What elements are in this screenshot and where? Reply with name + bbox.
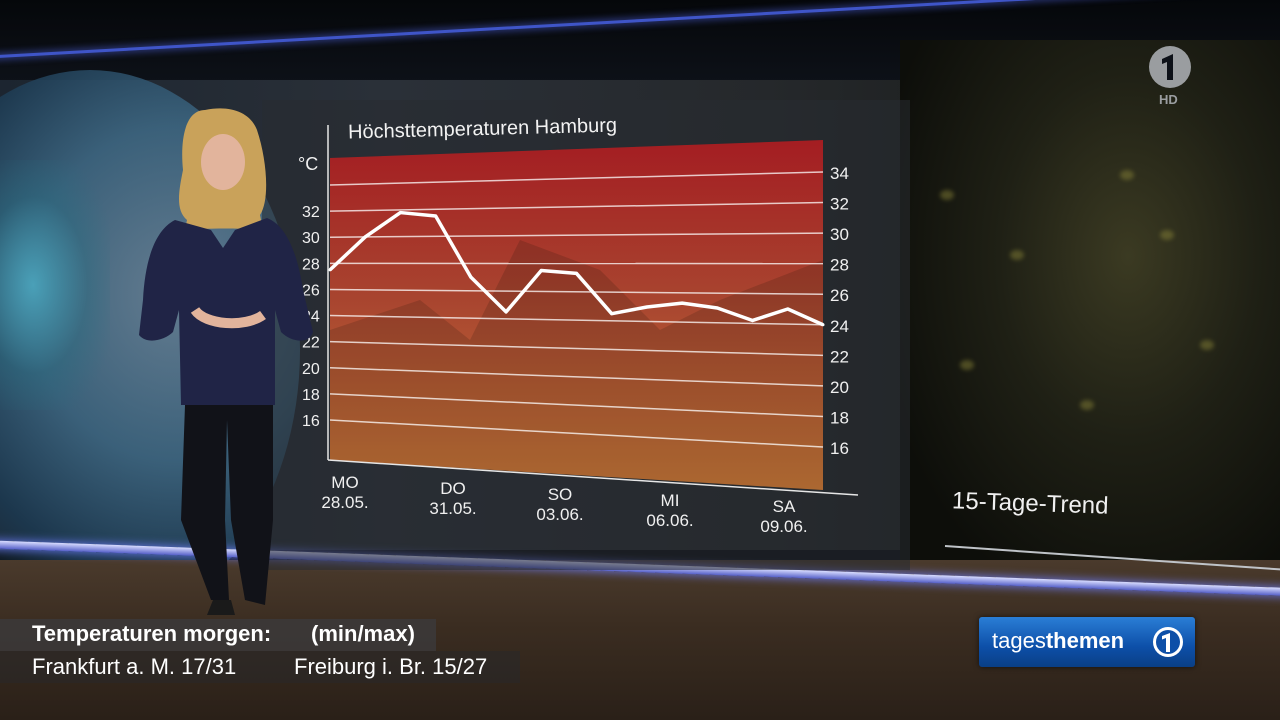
lower-third-values-bar [0,651,520,683]
y-tick-label-right: 24 [830,317,849,336]
x-day-label: DO [440,479,466,498]
y-axis-unit: °C [298,154,319,174]
y-tick-label-right: 26 [830,286,849,305]
data-point [680,301,684,305]
y-tick-label-right: 16 [830,439,849,458]
data-point [328,268,332,272]
x-date-label: 31.05. [429,499,476,518]
x-day-label: SA [773,497,796,516]
x-date-label: 06.06. [646,511,693,530]
y-tick-label-left: 16 [302,413,320,430]
hd-label: HD [1159,92,1178,107]
x-date-label: 28.05. [321,493,368,512]
tagesthemen-wordmark: tagesthemen [992,628,1124,654]
data-point [398,211,402,215]
y-tick-label-left: 32 [302,204,320,221]
y-tick-label-right: 22 [830,347,849,366]
ard-one-icon [1153,627,1183,657]
lower-third-city-2: Freiburg i. Br. 15/27 [294,654,488,679]
tagesthemen-light: tages [992,628,1046,653]
x-day-label: MI [661,491,680,510]
data-point [539,268,543,272]
data-point [504,310,508,314]
y-tick-label-right: 30 [830,225,849,244]
data-point [469,275,473,279]
y-tick-label-right: 18 [830,408,849,427]
y-tick-label-right: 20 [830,378,849,397]
earth-glow [0,160,110,410]
data-point [821,323,825,327]
gridline [329,232,824,238]
y-tick-label-left: 30 [302,230,320,247]
y-tick-label-left: 26 [302,282,320,299]
presenter-figure [139,108,313,615]
y-tick-label-right: 32 [830,195,849,214]
gridline [329,314,824,326]
y-tick-label-right: 34 [830,164,849,183]
lower-third-minmax: (min/max) [311,621,415,646]
gridline [329,419,824,448]
gridline [329,340,824,357]
data-point [363,235,367,239]
gridline [329,393,824,418]
ard-one-icon [1149,46,1191,88]
data-point [610,312,614,316]
x-day-label: SO [548,485,573,504]
x-day-label: MO [331,473,358,492]
trend-label: 15-Tage-Trend [951,487,1109,520]
gridline [329,201,824,212]
chart-plot-area [330,140,823,490]
lower-third-city-1: Frankfurt a. M. 17/31 [32,654,237,679]
night-satellite-image [900,40,1280,580]
gridline [329,171,824,186]
x-date-label: 09.06. [760,517,807,536]
data-point [434,214,438,218]
y-tick-label-left: 20 [302,361,320,378]
data-point [715,306,719,310]
x-date-label: 03.06. [536,505,583,524]
data-point [645,305,649,309]
y-tick-label-right: 28 [830,256,849,275]
tagesthemen-bold: themen [1045,628,1125,653]
y-tick-label-left: 28 [302,256,320,273]
y-tick-label-left: 18 [302,387,320,404]
lower-third-title-bar [0,619,436,651]
gridline [329,367,824,387]
lower-third-title: Temperaturen morgen: [32,621,272,646]
data-point [751,318,755,322]
data-point [786,307,790,311]
gridline [329,288,824,295]
x-axis-line [327,459,859,496]
data-point [575,271,578,275]
